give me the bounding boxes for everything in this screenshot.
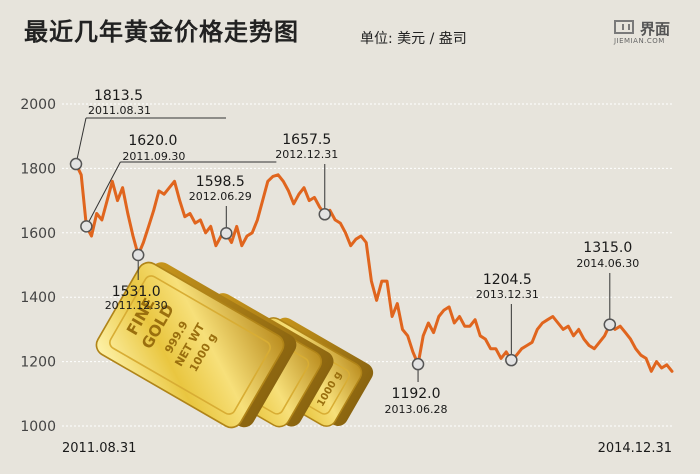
annotation-value: 1813.5 — [94, 88, 143, 104]
y-axis-ticks: 1000 1200 1400 1600 1800 2000 — [20, 97, 56, 435]
annotation-date: 2013.06.28 — [385, 403, 448, 416]
annotation-date: 2012.12.31 — [275, 148, 338, 161]
gold-bar-face — [95, 261, 285, 429]
y-tick-label: 2000 — [20, 97, 56, 113]
annotation-value: 1204.5 — [483, 272, 532, 288]
annotation-marker — [69, 157, 83, 171]
annotation-date: 2011.12.30 — [105, 299, 168, 312]
annotation-date: 2014.06.30 — [576, 257, 639, 270]
annotation-value: 1192.0 — [392, 386, 441, 402]
annotation-value: 1315.0 — [583, 240, 632, 256]
y-tick-label: 1000 — [20, 419, 56, 435]
header: 最近几年黄金价格走势图 单位: 美元 / 盎司 界面 JIEMIAN.COM — [0, 0, 700, 60]
price-series — [74, 162, 674, 373]
unit-label: 单位: 美元 / 盎司 — [360, 31, 467, 47]
gold-bar-bevel — [109, 275, 271, 415]
annotation-labels: 1813.52011.08.311620.02011.09.301531.020… — [88, 88, 639, 416]
annotation-marker — [80, 220, 93, 233]
leader-line — [85, 161, 121, 227]
annotation-date: 2012.06.29 — [189, 190, 252, 203]
annotation-marker — [131, 248, 145, 262]
logo-mark-icon — [614, 20, 634, 34]
x-axis-start-label: 2011.08.31 — [62, 441, 136, 456]
page-title: 最近几年黄金价格走势图 — [24, 18, 299, 46]
logo-subtext: JIEMIAN.COM — [614, 37, 665, 45]
y-tick-label: 1600 — [20, 226, 56, 242]
x-axis-end-label: 2014.12.31 — [598, 441, 672, 456]
annotation-marker — [603, 318, 617, 331]
annotation-value: 1657.5 — [282, 132, 331, 148]
leader-line — [75, 117, 87, 165]
price-line — [74, 162, 674, 373]
annotation-date: 2011.08.31 — [88, 104, 151, 117]
annotation-marker — [505, 353, 518, 367]
y-tick-label: 1400 — [20, 290, 56, 306]
annotation-markers — [69, 157, 617, 371]
annotation-marker — [318, 208, 332, 221]
annotation-leaders — [75, 117, 611, 382]
annotation-date: 2013.12.31 — [476, 288, 539, 301]
annotation-marker — [411, 357, 425, 371]
annotation-value: 1598.5 — [196, 174, 245, 190]
y-tick-label: 1800 — [20, 161, 56, 177]
annotation-date: 2011.09.30 — [122, 150, 185, 163]
logo-text: 界面 — [640, 20, 671, 38]
annotation-marker — [220, 227, 233, 240]
annotation-value: 1531.0 — [112, 284, 161, 300]
y-tick-label: 1200 — [20, 355, 56, 371]
annotation-value: 1620.0 — [128, 133, 177, 149]
jiemian-logo: 界面 JIEMIAN.COM — [612, 18, 690, 48]
